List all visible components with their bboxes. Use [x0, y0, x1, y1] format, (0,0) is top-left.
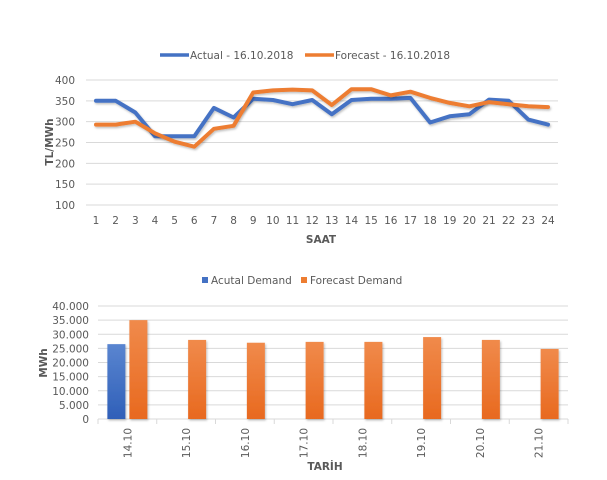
x-tick-label: 18 — [423, 215, 436, 227]
legend-item-forecast-demand[interactable]: Forecast Demand — [301, 275, 402, 287]
x-tick-label: 24 — [541, 215, 555, 227]
y-tick-label: 40.000 — [52, 301, 89, 313]
x-tick-label: 2 — [112, 215, 119, 227]
bar-forecast-demand-20-10 — [481, 339, 500, 419]
x-tick-label: 22 — [502, 215, 515, 227]
x-tick-label: 12 — [305, 215, 318, 227]
x-tick-label: 21 — [482, 215, 495, 227]
y-tick-label: 25.000 — [52, 343, 89, 355]
bar-chart-x-axis: 14.10 15.10 16.10 17.10 18.10 19.10 20.10 21.10 — [122, 428, 545, 458]
y-tick-label: 10.000 — [52, 386, 89, 398]
legend-swatch-actual-demand — [202, 277, 208, 283]
line-chart-x-axis-title: SAAT — [306, 234, 337, 246]
x-tick-label: 17 — [404, 215, 417, 227]
y-tick-label: 300 — [55, 117, 75, 129]
x-tick-label: 4 — [152, 215, 159, 227]
series-line-forecast — [94, 87, 550, 149]
x-tick-label: 23 — [522, 215, 535, 227]
bar-chart-legend: Acutal Demand Forecast Demand — [202, 275, 402, 287]
x-tick-label: 17.10 — [299, 428, 311, 458]
legend-item-actual-demand[interactable]: Acutal Demand — [202, 275, 292, 287]
line-chart-gridlines — [86, 79, 558, 206]
x-tick-label: 11 — [286, 215, 299, 227]
x-tick-label: 14 — [345, 215, 359, 227]
legend-item-actual[interactable]: Actual - 16.10.2018 — [160, 50, 293, 62]
line-chart-y-axis-title: TL/MWh — [44, 118, 56, 165]
bar-forecast-demand-14-10 — [129, 320, 148, 419]
x-tick-label: 20.10 — [475, 428, 487, 458]
y-tick-label: 350 — [55, 96, 75, 108]
x-tick-label: 1 — [93, 215, 100, 227]
x-tick-label: 16.10 — [240, 428, 252, 458]
x-tick-label: 6 — [191, 215, 198, 227]
y-tick-label: 400 — [55, 75, 75, 87]
series-line-actual — [94, 95, 550, 139]
bar-chart: Acutal Demand Forecast Demand 0 5.000 10.0… — [38, 275, 569, 473]
bar-forecast-demand-18-10 — [364, 341, 383, 419]
y-tick-label: 0 — [82, 414, 89, 426]
y-tick-label: 5.000 — [59, 400, 89, 412]
line-chart-series — [94, 87, 550, 149]
bar-forecast-demand-19-10 — [423, 337, 442, 419]
x-tick-label: 7 — [211, 215, 218, 227]
x-tick-label: 9 — [250, 215, 257, 227]
x-tick-label: 13 — [325, 215, 338, 227]
x-tick-label: 15.10 — [181, 428, 193, 458]
y-tick-label: 250 — [55, 138, 75, 150]
bar-forecast-demand-17-10 — [305, 341, 324, 419]
line-chart: Actual - 16.10.2018 Forecast - 16.10.201… — [44, 50, 558, 246]
x-tick-label: 15 — [364, 215, 377, 227]
bar-chart-bars — [107, 320, 559, 419]
line-chart-x-axis: 1 2 3 4 5 6 7 8 9 10 11 12 13 14 15 16 17 18 19 20 21 22 23 24 — [93, 215, 555, 227]
bar-forecast-demand-15-10 — [188, 339, 207, 419]
legend-label-forecast: Forecast - 16.10.2018 — [335, 50, 450, 62]
y-tick-label: 100 — [55, 200, 75, 212]
line-chart-legend: Actual - 16.10.2018 Forecast - 16.10.201… — [160, 50, 450, 62]
bar-actual-demand-14-10 — [107, 344, 126, 419]
y-tick-label: 35.000 — [52, 315, 89, 327]
y-tick-label: 150 — [55, 179, 75, 191]
y-tick-label: 200 — [55, 158, 75, 170]
y-tick-label: 15.000 — [52, 372, 89, 384]
bar-chart-x-axis-title: TARİH — [307, 459, 342, 473]
x-tick-label: 20 — [463, 215, 476, 227]
x-tick-label: 19 — [443, 215, 456, 227]
x-tick-label: 21.10 — [534, 428, 546, 458]
legend-item-forecast[interactable]: Forecast - 16.10.2018 — [305, 50, 450, 62]
x-tick-label: 3 — [132, 215, 139, 227]
bar-forecast-demand-21-10 — [540, 348, 559, 419]
x-tick-label: 14.10 — [122, 428, 134, 458]
y-tick-label: 20.000 — [52, 358, 89, 370]
legend-label-actual-demand: Acutal Demand — [211, 275, 292, 287]
bar-chart-y-axis-title: MWh — [38, 348, 50, 378]
legend-label-actual: Actual - 16.10.2018 — [190, 50, 293, 62]
bar-forecast-demand-16-10 — [246, 342, 265, 419]
bar-chart-y-axis: 0 5.000 10.000 15.000 20.000 25.000 30.000 35.0… — [52, 301, 89, 426]
x-tick-label: 5 — [171, 215, 178, 227]
line-chart-y-axis: 100 150 200 250 300 350 400 — [55, 75, 75, 212]
legend-label-forecast-demand: Forecast Demand — [310, 275, 402, 287]
x-tick-label: 18.10 — [357, 428, 369, 458]
x-tick-label: 8 — [230, 215, 237, 227]
x-tick-label: 16 — [384, 215, 398, 227]
legend-swatch-forecast-demand — [301, 277, 307, 283]
x-tick-label: 19.10 — [416, 428, 428, 458]
y-tick-label: 30.000 — [52, 329, 89, 341]
x-tick-label: 10 — [266, 215, 279, 227]
